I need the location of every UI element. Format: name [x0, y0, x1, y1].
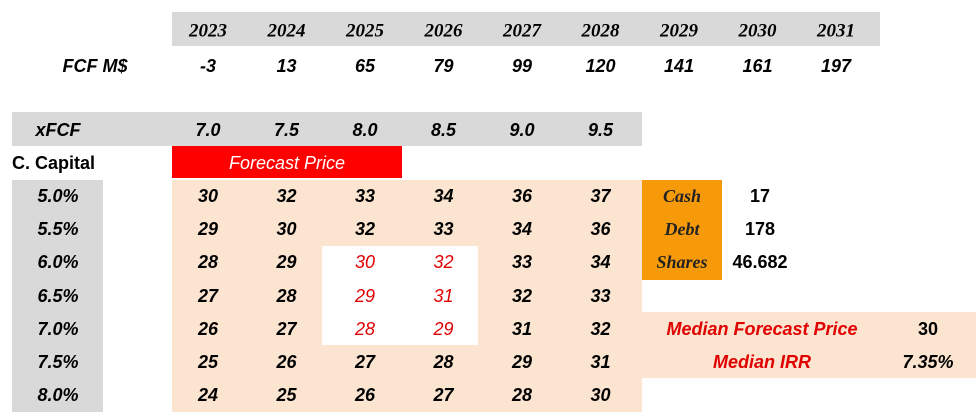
price-cell: 37	[590, 186, 611, 206]
xfcf-value: 8.0	[352, 120, 378, 140]
price-cell: 28	[276, 285, 297, 306]
year: 2029	[660, 20, 698, 42]
summary-bg	[642, 312, 976, 378]
price-cell: 30	[276, 219, 297, 240]
balance-value: 17	[749, 186, 771, 206]
price-cell: 32	[511, 285, 533, 306]
price-cell: 28	[433, 352, 454, 372]
price-cell: 33	[354, 186, 376, 206]
price-cell: 24	[197, 385, 219, 406]
price-cell: 31	[590, 352, 611, 372]
xfcf-label: xFCF	[35, 120, 81, 140]
price-cell: 25	[197, 352, 219, 372]
price-cell: 26	[354, 385, 376, 406]
rate: 7.5%	[37, 352, 79, 372]
balance-label: Cash	[662, 186, 702, 206]
capital-label: C. Capital	[12, 153, 96, 173]
price-cell: 32	[433, 252, 454, 273]
rate: 5.0%	[37, 186, 79, 206]
xfcf-bg	[12, 112, 642, 146]
price-cell: 29	[354, 285, 376, 306]
price-cell: 29	[511, 352, 533, 372]
price-cell: 31	[433, 285, 454, 306]
rate: 6.5%	[37, 285, 79, 306]
forecast-title-bg	[172, 146, 402, 178]
price-cell: 36	[511, 186, 533, 206]
year: 2031	[817, 20, 855, 42]
year-header-bg	[172, 12, 880, 46]
year: 2024	[267, 20, 306, 42]
forecast-title: Forecast Price	[228, 153, 346, 173]
summary-label: Median Forecast Price	[666, 318, 858, 339]
price-cell: 27	[354, 352, 376, 372]
rate: 6.0%	[37, 252, 79, 273]
price-cell: 36	[590, 219, 611, 240]
balance-value: 178	[744, 219, 776, 240]
price-cell: 32	[354, 219, 376, 240]
price-cell: 32	[276, 186, 297, 206]
year: 2027	[503, 20, 541, 42]
price-cell: 27	[276, 318, 297, 339]
fcf-value: 141	[663, 56, 695, 76]
xfcf-value: 7.0	[195, 120, 221, 140]
price-cell: 34	[590, 252, 611, 273]
price-cell: 27	[197, 285, 219, 306]
price-cell: 29	[276, 252, 297, 273]
year: 2025	[346, 20, 384, 42]
summary-value: 7.35%	[902, 352, 954, 372]
price-cell: 26	[197, 318, 219, 339]
price-cell: 30	[590, 385, 611, 406]
price-cell: 30	[197, 186, 219, 206]
price-cell: 29	[197, 219, 219, 240]
fcf-value: -3	[199, 56, 217, 76]
rate: 7.0%	[37, 318, 79, 339]
rate: 8.0%	[37, 385, 79, 406]
price-cell: 31	[511, 318, 533, 339]
summary-value: 30	[917, 318, 939, 339]
fcf-label: FCF M$	[62, 56, 128, 76]
price-cell: 29	[433, 318, 454, 339]
xfcf-value: 9.5	[587, 120, 614, 140]
price-cell: 33	[433, 219, 454, 240]
price-cell: 27	[433, 385, 454, 406]
price-cell: 26	[276, 352, 297, 372]
fcf-value: 161	[742, 56, 773, 76]
rate-column-bg	[12, 180, 103, 412]
price-cell: 25	[276, 385, 297, 406]
fcf-value: 13	[276, 56, 297, 76]
xfcf-value: 8.5	[430, 120, 457, 140]
price-cell: 28	[354, 318, 376, 339]
fcf-value: 197	[820, 56, 852, 76]
price-cell: 34	[433, 186, 454, 206]
price-cell: 30	[354, 252, 376, 273]
year: 2026	[424, 20, 463, 42]
xfcf-value: 7.5	[273, 120, 300, 140]
price-cell: 34	[511, 219, 533, 240]
fcf-value: 65	[354, 56, 376, 76]
year: 2030	[738, 20, 777, 42]
price-cell: 28	[197, 252, 219, 273]
balance-label: Debt	[664, 219, 700, 240]
price-cell: 32	[590, 318, 611, 339]
price-cell: 28	[511, 385, 533, 406]
highlight-bg	[322, 246, 478, 345]
year: 2028	[581, 20, 620, 42]
balance-bg	[642, 180, 722, 280]
rate: 5.5%	[37, 219, 79, 240]
summary-label: Median IRR	[712, 352, 812, 372]
price-cell: 33	[511, 252, 533, 273]
price-cell: 33	[590, 285, 611, 306]
fcf-value: 120	[585, 56, 616, 76]
year: 2023	[189, 20, 227, 42]
fcf-value: 99	[511, 56, 533, 76]
balance-label: Shares	[656, 252, 708, 273]
xfcf-value: 9.0	[509, 120, 535, 140]
balance-value: 46.682	[732, 252, 788, 273]
fcf-value: 79	[433, 56, 454, 76]
